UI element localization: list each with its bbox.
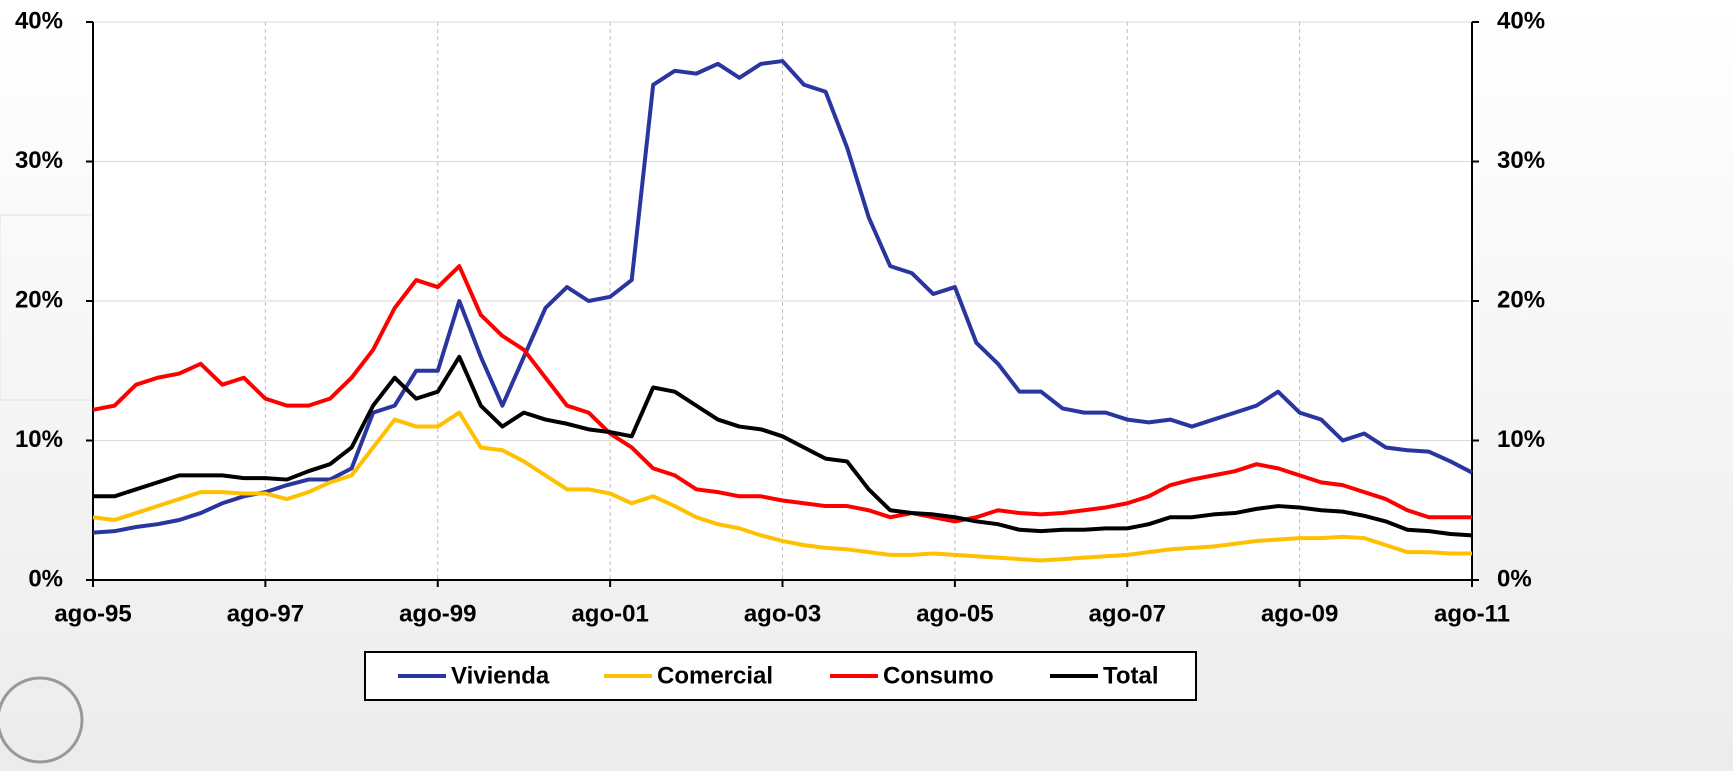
line-series	[92, 264, 1472, 524]
x-tick-label: ago-01	[571, 600, 648, 627]
x-tick-label: ago-09	[1261, 600, 1338, 627]
y2-tick-label: 0%	[1497, 565, 1532, 592]
legend-label: Vivienda	[451, 662, 550, 689]
x-tick-label: ago-05	[916, 600, 993, 627]
line-series	[92, 410, 1472, 563]
line-series	[93, 354, 1473, 538]
x-tick-label: ago-03	[744, 600, 821, 627]
x-tick-label: ago-95	[54, 600, 131, 627]
y2-tick-label: 20%	[1497, 286, 1545, 313]
y-tick-label: 30%	[15, 147, 63, 174]
legend-label: Consumo	[883, 662, 994, 689]
y2-tick-label: 40%	[1497, 7, 1545, 34]
logo	[0, 676, 84, 764]
legend-label: Comercial	[657, 662, 773, 689]
y2-tick-label: 30%	[1497, 147, 1545, 174]
y-tick-label: 40%	[15, 7, 63, 34]
x-tick-label: ago-99	[399, 600, 476, 627]
y-tick-label: 0%	[28, 565, 63, 592]
x-tick-label: ago-97	[227, 600, 304, 627]
legend-label: Total	[1103, 662, 1159, 689]
y2-tick-label: 10%	[1497, 426, 1545, 453]
x-tick-label: ago-07	[1089, 600, 1166, 627]
x-tick-label: ago-11	[1434, 600, 1510, 627]
y-tick-label: 20%	[15, 286, 63, 313]
y-tick-label: 10%	[15, 426, 63, 453]
line-series	[92, 59, 1473, 535]
